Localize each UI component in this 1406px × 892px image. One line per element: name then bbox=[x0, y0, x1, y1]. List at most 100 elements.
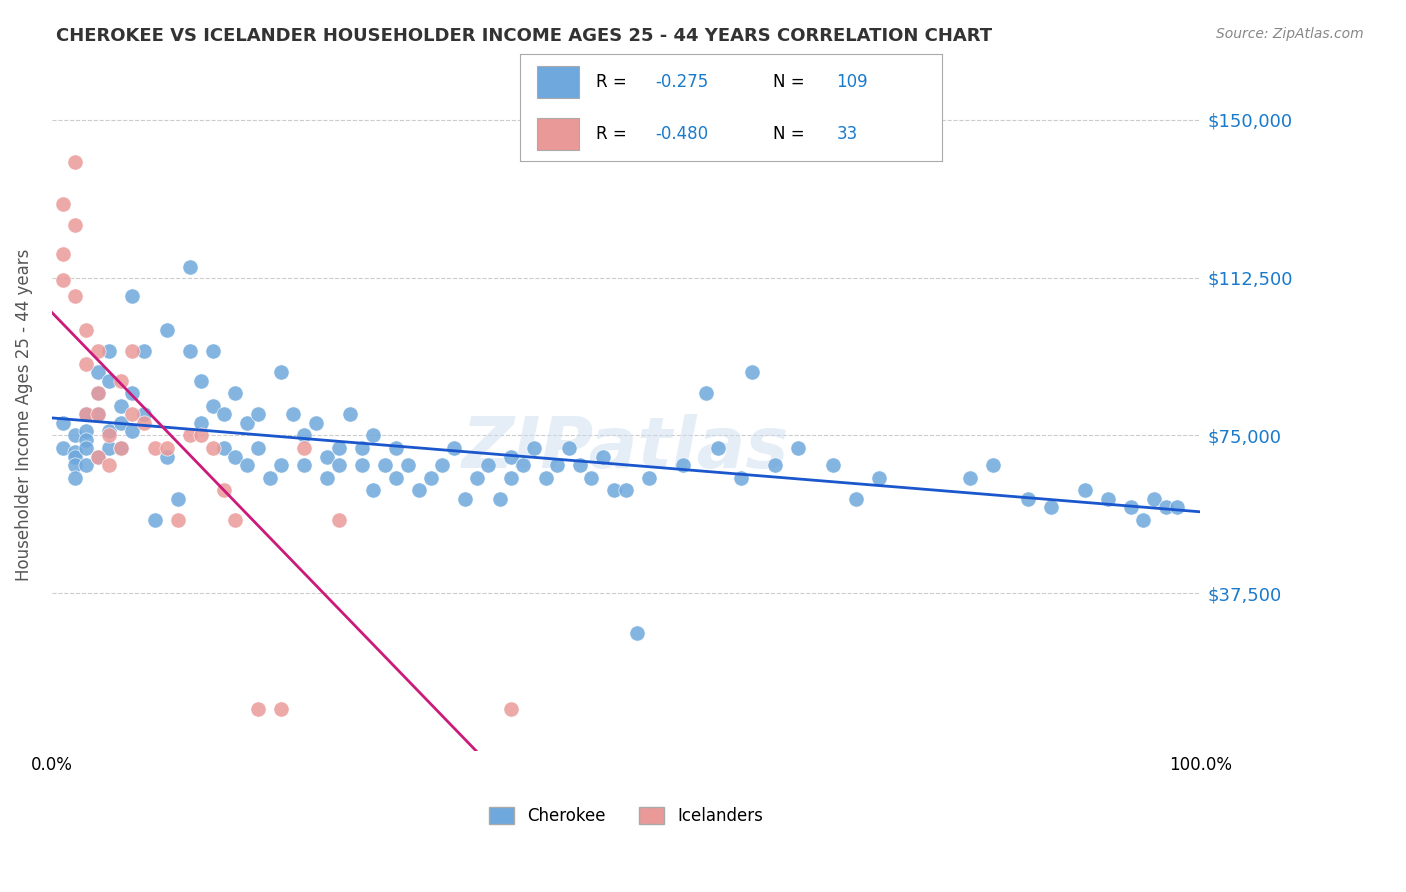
Point bbox=[201, 399, 224, 413]
Point bbox=[339, 408, 361, 422]
Legend: Cherokee, Icelanders: Cherokee, Icelanders bbox=[482, 800, 770, 831]
Text: -0.480: -0.480 bbox=[655, 125, 709, 143]
Point bbox=[75, 424, 97, 438]
Text: N =: N = bbox=[773, 73, 810, 91]
Point bbox=[86, 450, 108, 464]
Text: 33: 33 bbox=[837, 125, 858, 143]
Point bbox=[328, 458, 350, 472]
Point bbox=[626, 626, 648, 640]
Text: R =: R = bbox=[596, 73, 633, 91]
Point bbox=[443, 441, 465, 455]
Point bbox=[385, 441, 408, 455]
Point bbox=[292, 441, 315, 455]
Point bbox=[1121, 500, 1143, 514]
Point bbox=[1039, 500, 1062, 514]
Point bbox=[224, 513, 246, 527]
Point bbox=[328, 441, 350, 455]
Point bbox=[86, 344, 108, 359]
Point bbox=[75, 408, 97, 422]
Point bbox=[247, 441, 270, 455]
Point bbox=[477, 458, 499, 472]
Point bbox=[110, 374, 132, 388]
Point bbox=[454, 491, 477, 506]
Point bbox=[763, 458, 786, 472]
Point bbox=[75, 357, 97, 371]
Point bbox=[98, 424, 121, 438]
Point bbox=[155, 441, 177, 455]
Point bbox=[501, 470, 523, 484]
Point bbox=[179, 428, 201, 442]
Point bbox=[270, 365, 292, 379]
Text: 109: 109 bbox=[837, 73, 868, 91]
Point bbox=[385, 470, 408, 484]
Point bbox=[98, 441, 121, 455]
Point bbox=[98, 428, 121, 442]
FancyBboxPatch shape bbox=[537, 66, 579, 98]
Point bbox=[201, 441, 224, 455]
Point bbox=[52, 247, 75, 261]
Point bbox=[408, 483, 430, 498]
Point bbox=[546, 458, 568, 472]
Point bbox=[86, 450, 108, 464]
Point bbox=[52, 416, 75, 430]
Point bbox=[374, 458, 396, 472]
Point bbox=[190, 428, 212, 442]
Point bbox=[638, 470, 661, 484]
Point bbox=[787, 441, 810, 455]
Point bbox=[63, 218, 86, 232]
Point bbox=[98, 344, 121, 359]
Point bbox=[350, 458, 373, 472]
Point bbox=[143, 513, 166, 527]
Point bbox=[281, 408, 304, 422]
Point bbox=[121, 289, 143, 303]
Point bbox=[52, 441, 75, 455]
Point bbox=[363, 428, 385, 442]
Point bbox=[179, 260, 201, 274]
Point bbox=[501, 702, 523, 716]
Point bbox=[603, 483, 626, 498]
Text: R =: R = bbox=[596, 125, 633, 143]
Point bbox=[523, 441, 546, 455]
Point bbox=[247, 702, 270, 716]
Text: -0.275: -0.275 bbox=[655, 73, 709, 91]
Point bbox=[224, 386, 246, 401]
Point bbox=[292, 458, 315, 472]
Point bbox=[983, 458, 1005, 472]
Point bbox=[845, 491, 868, 506]
Point bbox=[63, 289, 86, 303]
Point bbox=[292, 428, 315, 442]
Point bbox=[75, 433, 97, 447]
Point bbox=[63, 154, 86, 169]
Point bbox=[614, 483, 637, 498]
Point bbox=[75, 408, 97, 422]
Point bbox=[155, 450, 177, 464]
FancyBboxPatch shape bbox=[537, 118, 579, 150]
Point bbox=[672, 458, 695, 472]
Point bbox=[247, 408, 270, 422]
Point bbox=[534, 470, 557, 484]
Point bbox=[52, 272, 75, 286]
Point bbox=[98, 374, 121, 388]
Point bbox=[328, 513, 350, 527]
Point bbox=[75, 458, 97, 472]
Point bbox=[305, 416, 328, 430]
Point bbox=[316, 450, 339, 464]
Point bbox=[86, 386, 108, 401]
Point bbox=[167, 491, 190, 506]
Point bbox=[155, 323, 177, 337]
Y-axis label: Householder Income Ages 25 - 44 years: Householder Income Ages 25 - 44 years bbox=[15, 248, 32, 581]
Point bbox=[557, 441, 579, 455]
Point bbox=[212, 483, 235, 498]
Point bbox=[143, 441, 166, 455]
Point bbox=[1132, 513, 1154, 527]
Point bbox=[75, 441, 97, 455]
Point bbox=[132, 408, 155, 422]
Point bbox=[270, 458, 292, 472]
Point bbox=[110, 399, 132, 413]
Point bbox=[512, 458, 534, 472]
Point bbox=[465, 470, 488, 484]
Point bbox=[592, 450, 614, 464]
Text: N =: N = bbox=[773, 125, 810, 143]
Point bbox=[224, 450, 246, 464]
Point bbox=[75, 323, 97, 337]
